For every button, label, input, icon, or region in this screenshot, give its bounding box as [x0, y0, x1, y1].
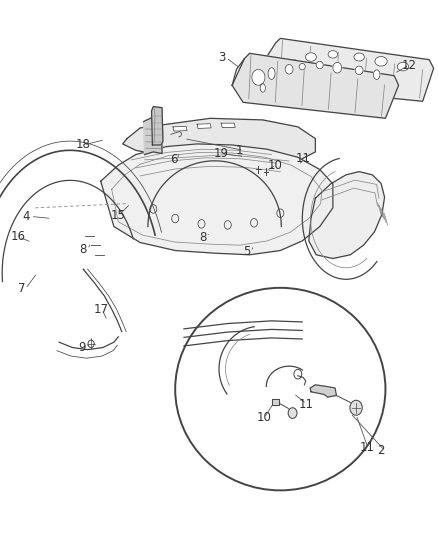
- Ellipse shape: [299, 63, 305, 70]
- Text: 10: 10: [268, 159, 283, 172]
- Text: 11: 11: [299, 398, 314, 410]
- Text: 11: 11: [296, 152, 311, 165]
- Text: 12: 12: [401, 59, 416, 71]
- Text: 7: 7: [18, 282, 25, 295]
- Ellipse shape: [355, 66, 363, 75]
- Polygon shape: [309, 172, 385, 259]
- Polygon shape: [197, 124, 211, 128]
- Polygon shape: [149, 130, 163, 135]
- Ellipse shape: [252, 69, 265, 85]
- Text: 15: 15: [110, 209, 125, 222]
- Polygon shape: [310, 385, 336, 397]
- Text: 4: 4: [23, 210, 30, 223]
- Polygon shape: [152, 107, 163, 145]
- Ellipse shape: [333, 62, 342, 73]
- Ellipse shape: [305, 53, 316, 61]
- Text: 8: 8: [80, 243, 87, 256]
- Text: 6: 6: [170, 154, 177, 166]
- Circle shape: [350, 400, 362, 415]
- Polygon shape: [258, 38, 434, 101]
- Text: 18: 18: [75, 139, 90, 151]
- Ellipse shape: [286, 60, 300, 70]
- Text: 19: 19: [214, 147, 229, 160]
- Text: 8: 8: [199, 231, 207, 244]
- Text: 11: 11: [360, 441, 375, 454]
- Polygon shape: [123, 118, 315, 163]
- Text: 5: 5: [243, 245, 251, 258]
- Polygon shape: [144, 117, 162, 155]
- Polygon shape: [272, 399, 279, 405]
- Text: 2: 2: [377, 444, 384, 457]
- Text: 1: 1: [236, 144, 243, 157]
- Text: 3: 3: [218, 51, 226, 64]
- Ellipse shape: [175, 288, 385, 490]
- Ellipse shape: [397, 62, 409, 71]
- Text: 16: 16: [11, 230, 26, 243]
- Text: 9: 9: [78, 341, 85, 354]
- Ellipse shape: [373, 70, 380, 79]
- Text: 10: 10: [256, 411, 271, 424]
- Polygon shape: [173, 126, 187, 131]
- Circle shape: [288, 408, 297, 418]
- Ellipse shape: [328, 51, 338, 58]
- Ellipse shape: [268, 68, 275, 79]
- Ellipse shape: [316, 61, 323, 69]
- Ellipse shape: [285, 64, 293, 74]
- Text: 17: 17: [94, 303, 109, 316]
- Polygon shape: [101, 144, 333, 255]
- Polygon shape: [221, 123, 235, 127]
- Ellipse shape: [375, 56, 387, 66]
- Ellipse shape: [354, 53, 364, 61]
- Polygon shape: [232, 53, 399, 118]
- Ellipse shape: [260, 84, 265, 92]
